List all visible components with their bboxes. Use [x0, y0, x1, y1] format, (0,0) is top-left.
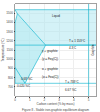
svg-text:T = 738°C: T = 738°C	[65, 80, 79, 84]
svg-text:(α = Feα(C)): (α = Feα(C))	[42, 75, 59, 79]
svg-text:1: 1	[29, 98, 31, 102]
svg-text:5: 5	[88, 98, 90, 102]
svg-text:Figure 8 - Stable iron-graphit: Figure 8 - Stable iron-graphite equilibr…	[22, 108, 89, 112]
svg-text:2: 2	[44, 98, 46, 102]
svg-text:1300: 1300	[6, 30, 13, 34]
svg-text:800: 800	[8, 76, 13, 80]
svg-text:6.67 %C: 6.67 %C	[65, 88, 77, 92]
svg-text:700: 700	[8, 85, 13, 89]
svg-text:Temperature (°C): Temperature (°C)	[1, 38, 5, 61]
svg-text:1500: 1500	[6, 11, 13, 15]
svg-text:T = 1 153°C: T = 1 153°C	[69, 39, 86, 43]
svg-text:1000: 1000	[6, 57, 13, 61]
svg-text:4.3 C: 4.3 C	[69, 46, 77, 50]
svg-text:900: 900	[8, 66, 13, 70]
svg-text:Graphite: Graphite	[91, 44, 95, 56]
svg-text:4: 4	[73, 98, 75, 102]
svg-text:1100: 1100	[6, 48, 13, 52]
svg-text:0.020 %C: 0.020 %C	[17, 84, 31, 88]
svg-text:0: 0	[14, 98, 16, 102]
svg-text:(γ = Feγ(C)): (γ = Feγ(C))	[42, 57, 58, 61]
svg-text:Carbon content (% by mass): Carbon content (% by mass)	[36, 102, 74, 106]
svg-text:α + graphite: α + graphite	[42, 67, 58, 71]
svg-text:Liquid: Liquid	[52, 14, 60, 18]
svg-text:γ + graphite: γ + graphite	[42, 49, 58, 53]
svg-text:1400: 1400	[6, 20, 13, 24]
svg-text:3: 3	[58, 98, 60, 102]
svg-text:1200: 1200	[6, 39, 13, 43]
svg-text:0.68 %C: 0.68 %C	[21, 77, 33, 81]
